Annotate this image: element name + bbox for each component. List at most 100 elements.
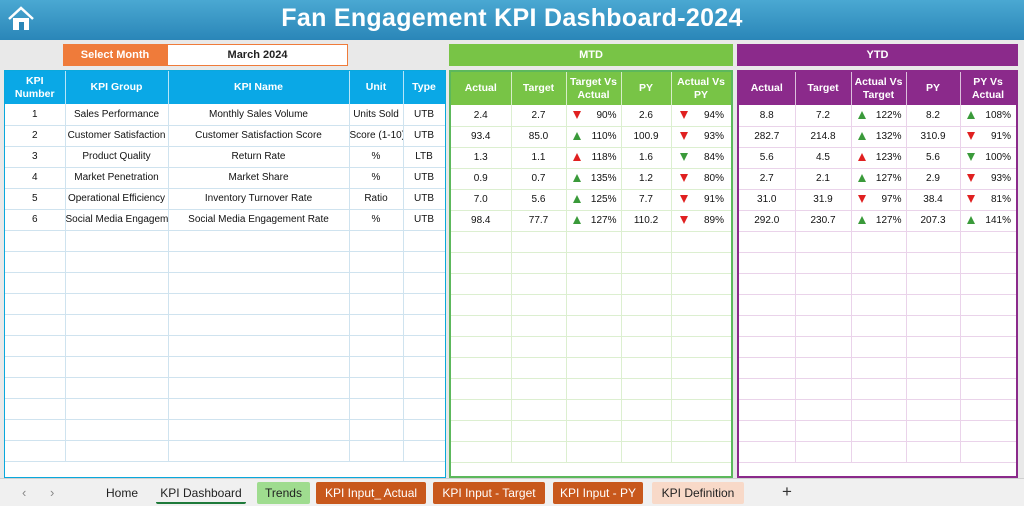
empty-cell[interactable]: [5, 419, 66, 441]
empty-cell[interactable]: [168, 335, 350, 357]
ytd-actual-vs-target-cell[interactable]: 97%: [851, 189, 907, 211]
empty-cell[interactable]: [65, 419, 169, 441]
unit-cell[interactable]: Score (1-10): [349, 125, 404, 147]
empty-cell[interactable]: [451, 357, 512, 379]
empty-cell[interactable]: [906, 315, 961, 337]
empty-cell[interactable]: [621, 231, 672, 253]
mtd-target-cell[interactable]: 5.6: [511, 189, 567, 211]
empty-cell[interactable]: [795, 252, 852, 274]
empty-cell[interactable]: [906, 273, 961, 295]
empty-cell[interactable]: [906, 357, 961, 379]
empty-cell[interactable]: [403, 272, 445, 294]
empty-cell[interactable]: [349, 377, 404, 399]
kpi-number-cell[interactable]: 3: [5, 146, 66, 168]
empty-cell[interactable]: [739, 399, 796, 421]
empty-cell[interactable]: [566, 252, 622, 274]
ytd-actual-cell[interactable]: 292.0: [739, 210, 796, 232]
sheet-tab-home[interactable]: Home: [100, 482, 144, 504]
ytd-py-cell[interactable]: 5.6: [906, 147, 961, 169]
empty-cell[interactable]: [739, 231, 796, 253]
mtd-py-cell[interactable]: 1.2: [621, 168, 672, 190]
mtd-target-vs-actual-cell[interactable]: 118%: [566, 147, 622, 169]
mtd-actual-cell[interactable]: 7.0: [451, 189, 512, 211]
empty-cell[interactable]: [960, 378, 1016, 400]
empty-cell[interactable]: [795, 441, 852, 463]
empty-cell[interactable]: [349, 314, 404, 336]
empty-cell[interactable]: [566, 231, 622, 253]
kpi-name-cell[interactable]: Customer Satisfaction Score: [168, 125, 350, 147]
empty-cell[interactable]: [5, 230, 66, 252]
empty-cell[interactable]: [739, 294, 796, 316]
mtd-py-cell[interactable]: 1.6: [621, 147, 672, 169]
type-cell[interactable]: UTB: [403, 125, 445, 147]
empty-cell[interactable]: [739, 357, 796, 379]
mtd-target-vs-actual-cell[interactable]: 135%: [566, 168, 622, 190]
empty-cell[interactable]: [851, 273, 907, 295]
empty-cell[interactable]: [960, 273, 1016, 295]
empty-cell[interactable]: [5, 251, 66, 273]
empty-cell[interactable]: [451, 441, 512, 463]
empty-cell[interactable]: [65, 314, 169, 336]
empty-cell[interactable]: [403, 293, 445, 315]
kpi-group-cell[interactable]: Social Media Engagement: [65, 209, 169, 231]
kpi-name-cell[interactable]: Return Rate: [168, 146, 350, 168]
empty-cell[interactable]: [168, 314, 350, 336]
empty-cell[interactable]: [349, 356, 404, 378]
empty-cell[interactable]: [65, 230, 169, 252]
empty-cell[interactable]: [621, 294, 672, 316]
empty-cell[interactable]: [960, 315, 1016, 337]
kpi-group-cell[interactable]: Customer Satisfaction: [65, 125, 169, 147]
kpi-name-cell[interactable]: Monthly Sales Volume: [168, 104, 350, 126]
ytd-actual-vs-target-cell[interactable]: 132%: [851, 126, 907, 148]
empty-cell[interactable]: [906, 252, 961, 274]
home-icon[interactable]: [6, 4, 36, 34]
type-cell[interactable]: UTB: [403, 188, 445, 210]
ytd-target-cell[interactable]: 2.1: [795, 168, 852, 190]
empty-cell[interactable]: [621, 441, 672, 463]
type-cell[interactable]: UTB: [403, 104, 445, 126]
ytd-py-vs-actual-cell[interactable]: 108%: [960, 105, 1016, 127]
empty-cell[interactable]: [671, 231, 731, 253]
empty-cell[interactable]: [511, 399, 567, 421]
empty-cell[interactable]: [906, 336, 961, 358]
mtd-actual-vs-py-cell[interactable]: 94%: [671, 105, 731, 127]
empty-cell[interactable]: [349, 272, 404, 294]
mtd-target-vs-actual-cell[interactable]: 127%: [566, 210, 622, 232]
kpi-number-cell[interactable]: 5: [5, 188, 66, 210]
empty-cell[interactable]: [65, 335, 169, 357]
kpi-group-cell[interactable]: Operational Efficiency: [65, 188, 169, 210]
empty-cell[interactable]: [960, 231, 1016, 253]
empty-cell[interactable]: [511, 336, 567, 358]
empty-cell[interactable]: [451, 315, 512, 337]
chevron-right-icon[interactable]: ›: [50, 485, 55, 500]
empty-cell[interactable]: [349, 419, 404, 441]
empty-cell[interactable]: [168, 272, 350, 294]
mtd-actual-cell[interactable]: 2.4: [451, 105, 512, 127]
empty-cell[interactable]: [671, 336, 731, 358]
type-cell[interactable]: LTB: [403, 146, 445, 168]
empty-cell[interactable]: [851, 315, 907, 337]
ytd-target-cell[interactable]: 4.5: [795, 147, 852, 169]
empty-cell[interactable]: [5, 314, 66, 336]
mtd-target-vs-actual-cell[interactable]: 90%: [566, 105, 622, 127]
ytd-py-vs-actual-cell[interactable]: 93%: [960, 168, 1016, 190]
mtd-py-cell[interactable]: 7.7: [621, 189, 672, 211]
empty-cell[interactable]: [511, 378, 567, 400]
empty-cell[interactable]: [566, 315, 622, 337]
ytd-actual-cell[interactable]: 8.8: [739, 105, 796, 127]
empty-cell[interactable]: [566, 441, 622, 463]
empty-cell[interactable]: [795, 420, 852, 442]
mtd-actual-vs-py-cell[interactable]: 80%: [671, 168, 731, 190]
empty-cell[interactable]: [403, 251, 445, 273]
empty-cell[interactable]: [671, 315, 731, 337]
sheet-tab-kpi-input-py[interactable]: KPI Input - PY: [553, 482, 643, 504]
empty-cell[interactable]: [739, 336, 796, 358]
ytd-actual-cell[interactable]: 2.7: [739, 168, 796, 190]
empty-cell[interactable]: [851, 231, 907, 253]
unit-cell[interactable]: Ratio: [349, 188, 404, 210]
mtd-target-vs-actual-cell[interactable]: 110%: [566, 126, 622, 148]
empty-cell[interactable]: [451, 273, 512, 295]
empty-cell[interactable]: [851, 420, 907, 442]
empty-cell[interactable]: [168, 398, 350, 420]
sheet-tab-kpi-input-actual[interactable]: KPI Input_ Actual: [316, 482, 426, 504]
